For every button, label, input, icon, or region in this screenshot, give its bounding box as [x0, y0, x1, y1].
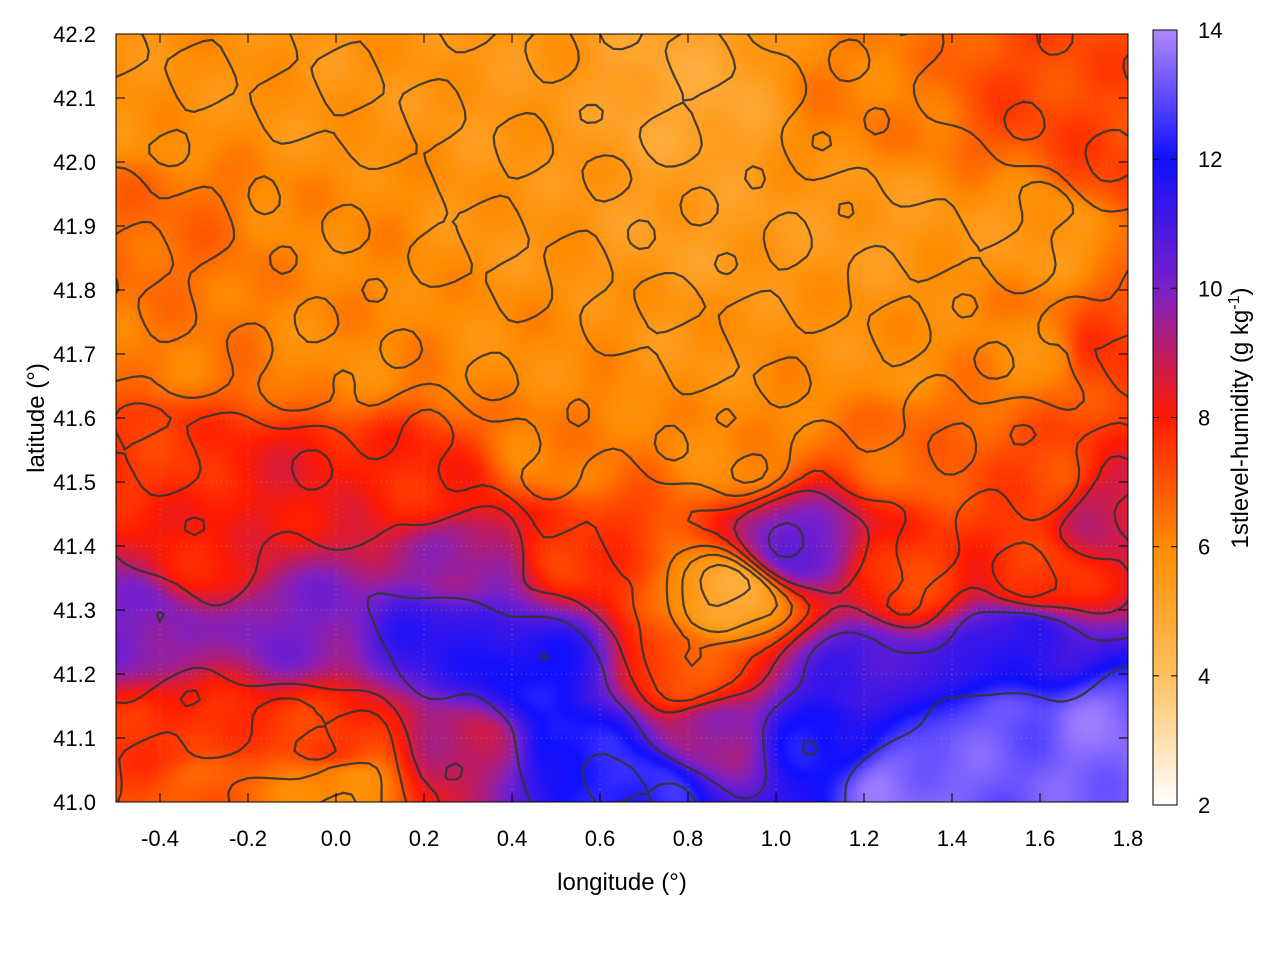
x-axis-title: longitude (°)	[557, 869, 687, 896]
x-axis: -0.4 -0.2 0.0 0.2 0.4 0.6 0.8 1.0 1.2 1.4 1.6 1.8	[141, 34, 1143, 851]
y-tick-label: 41.4	[53, 534, 96, 559]
y-tick-label: 41.8	[53, 278, 96, 303]
colorbar-title: 1stlevel-humidity (g kg-1)	[1226, 288, 1254, 549]
colorbar-title-end: )	[1227, 288, 1254, 296]
y-tick-label: 42.0	[53, 150, 96, 175]
x-tick-label: 1.2	[849, 826, 880, 851]
y-tick-label: 41.1	[53, 726, 96, 751]
contour-line	[116, 34, 1128, 802]
colorbar-tick-label: 10	[1198, 276, 1222, 301]
x-tick-label: 0.4	[497, 826, 528, 851]
colorbar-ticks: 2 4 6 8 10 12 14	[1153, 18, 1222, 818]
y-tick-label: 41.0	[53, 790, 96, 815]
contour-line	[578, 34, 855, 608]
y-tick-label: 42.1	[53, 86, 96, 111]
x-tick-label: 1.4	[937, 826, 968, 851]
colorbar-tick-label: 4	[1198, 664, 1210, 689]
colorbar: 2 4 6 8 10 12 14 1stlevel-humidity (g kg-1)	[1152, 18, 1254, 818]
y-tick-label: 41.9	[53, 214, 96, 239]
y-axis-title: latitude (°)	[23, 363, 50, 473]
y-tick-label: 41.7	[53, 342, 96, 367]
x-tick-label: 1.6	[1025, 826, 1056, 851]
y-tick-label: 41.2	[53, 662, 96, 687]
x-tick-label: 0.2	[409, 826, 440, 851]
x-tick-label: 1.0	[761, 826, 792, 851]
x-tick-label: -0.4	[141, 826, 179, 851]
colorbar-tick-label: 2	[1198, 793, 1210, 818]
colorbar-tick-label: 8	[1198, 406, 1210, 431]
y-tick-label: 41.5	[53, 470, 96, 495]
x-tick-label: 0.8	[673, 826, 704, 851]
y-tick-label: 42.2	[53, 22, 96, 47]
colorbar-title-main: 1stlevel-humidity (g kg	[1227, 310, 1254, 549]
colorbar-title-superscript: -1	[1226, 295, 1243, 309]
x-tick-label: 1.8	[1113, 826, 1144, 851]
colorbar-tick-label: 12	[1198, 147, 1222, 172]
y-tick-label: 41.3	[53, 598, 96, 623]
contour-line	[116, 34, 1128, 802]
x-tick-label: -0.2	[229, 826, 267, 851]
y-tick-label: 41.6	[53, 406, 96, 431]
x-tick-label: 0.6	[585, 826, 616, 851]
y-axis: 41.0 41.1 41.2 41.3 41.4 41.5 41.6 41.7 41.8 41.9…	[53, 22, 1128, 815]
contour-line	[155, 521, 1128, 802]
contour-line	[539, 653, 1128, 802]
contour-line	[116, 449, 1128, 802]
plot-area	[115, 33, 1129, 803]
colorbar-tick-label: 6	[1198, 535, 1210, 560]
x-tick-label: 0.0	[321, 826, 352, 851]
colorbar-tick-label: 14	[1198, 18, 1222, 43]
